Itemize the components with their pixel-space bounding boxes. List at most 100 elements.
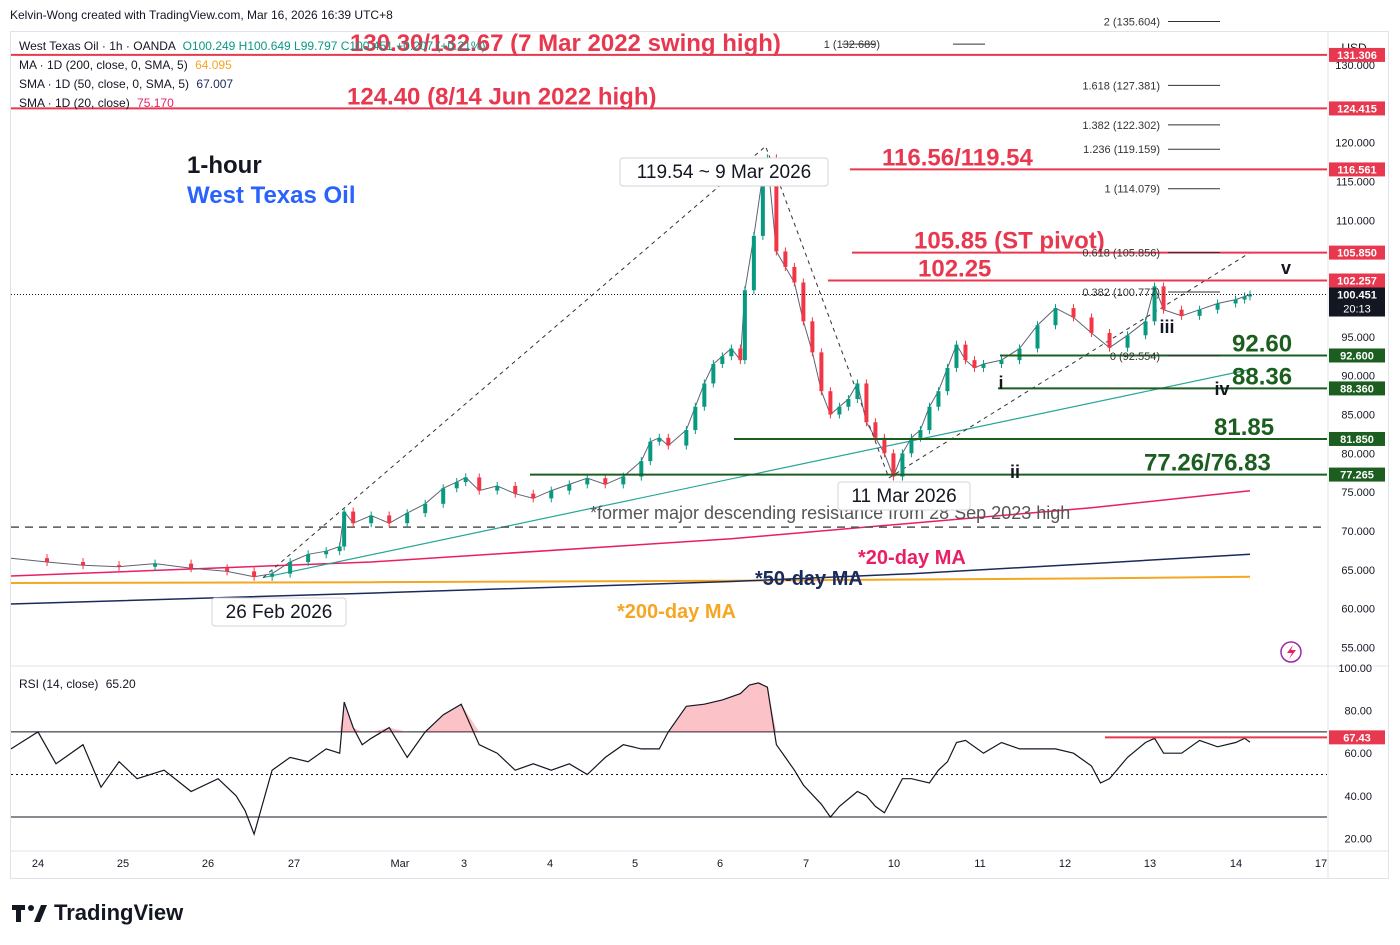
candle-body[interactable] [666,437,671,446]
candle-body[interactable] [819,352,824,392]
level-price-tag[interactable] [1329,245,1385,260]
candle-body[interactable] [1242,296,1247,300]
candle-body[interactable] [918,430,923,438]
candle-body[interactable] [792,266,797,283]
candle-body[interactable] [585,478,590,485]
candle-body[interactable] [702,383,707,407]
candle-body[interactable] [189,563,194,569]
candle-body[interactable] [252,571,257,577]
candle-body[interactable] [1107,332,1112,348]
ma50-line[interactable] [10,553,1251,605]
candle-body[interactable] [1089,317,1094,333]
level-price-tag[interactable] [1329,381,1385,396]
level-price-tag[interactable] [1329,467,1385,482]
candle-body[interactable] [369,515,374,524]
candle-body[interactable] [963,344,968,361]
candle-body[interactable] [864,383,869,423]
candle-body[interactable] [1233,299,1238,304]
candle-body[interactable] [567,484,572,491]
candle-body[interactable] [306,554,311,563]
rsi-line[interactable] [10,682,1251,837]
candle-body[interactable] [684,430,689,446]
candle-body[interactable] [1248,294,1252,297]
legend-sma50-row[interactable]: SMA · 1D (50, close, 0, SMA, 5) 67.007 [19,77,233,91]
candle-body[interactable] [751,235,756,291]
flash-icon[interactable] [1280,641,1302,663]
date-callout-box[interactable] [619,157,829,187]
candle-body[interactable] [954,344,959,368]
ascending-trendline[interactable] [262,368,1251,579]
candle-body[interactable] [828,391,833,415]
candle-body[interactable] [45,558,50,563]
candle-body[interactable] [1125,335,1130,348]
candle-body[interactable] [774,158,779,252]
candle-body[interactable] [1071,308,1076,318]
candle-body[interactable] [513,485,518,494]
legend-symbol[interactable]: West Texas Oil · 1h · OANDA [19,39,176,53]
candle-body[interactable] [621,476,626,485]
candle-body[interactable] [117,565,122,567]
candle-body[interactable] [1035,325,1040,349]
candle-body[interactable] [270,573,275,577]
candle-body[interactable] [477,477,482,491]
candle-body[interactable] [1215,303,1220,310]
date-callout-box[interactable] [211,597,347,627]
candle-body[interactable] [1017,348,1022,361]
candle-body[interactable] [81,562,86,566]
date-callout-box[interactable] [837,481,971,511]
candle-body[interactable] [981,364,986,368]
rsi-resistance-tag[interactable] [1329,730,1385,745]
rsi-legend-row[interactable]: RSI (14, close) 65.20 [19,677,136,691]
ma200-line[interactable] [10,575,1251,584]
candle-body[interactable] [936,391,941,407]
candle-body[interactable] [972,360,977,368]
candle-body[interactable] [1161,286,1166,310]
legend-ma200-row[interactable]: MA · 1D (200, close, 0, SMA, 5) 64.095 [19,58,232,72]
candle-body[interactable] [225,568,230,572]
candle-body[interactable] [900,453,905,477]
candle-body[interactable] [693,406,698,431]
candle-body[interactable] [495,485,500,491]
candle-body[interactable] [738,348,743,361]
candle-body[interactable] [531,493,536,499]
candle-body[interactable] [1179,309,1184,316]
candle-body[interactable] [387,515,392,524]
candle-body[interactable] [720,356,725,365]
candle-body[interactable] [873,422,878,438]
candle-body[interactable] [810,321,815,353]
candle-body[interactable] [1197,309,1202,316]
candle-body[interactable] [342,511,347,547]
candle-body[interactable] [1143,321,1148,336]
level-price-tag[interactable] [1329,162,1385,177]
candle-body[interactable] [882,437,887,454]
legend-sma20-row[interactable]: SMA · 1D (20, close) 75.170 [19,96,174,110]
candle-body[interactable] [1152,286,1157,322]
candle-body[interactable] [454,482,459,489]
ma20-line[interactable] [10,490,1251,577]
level-price-tag[interactable] [1329,431,1385,446]
candle-body[interactable] [801,282,806,322]
last-price-tag[interactable] [1329,286,1385,317]
candle-body[interactable] [783,251,788,267]
candle-body[interactable] [909,437,914,454]
candle-body[interactable] [405,513,410,524]
candle-body[interactable] [729,348,734,357]
candle-body[interactable] [549,490,554,499]
candle-body[interactable] [423,503,428,514]
level-price-tag[interactable] [1329,47,1385,62]
candle-body[interactable] [288,562,293,574]
candle-body[interactable] [742,290,747,361]
candle-body[interactable] [837,406,842,415]
candle-body[interactable] [648,441,653,462]
candle-body[interactable] [891,453,896,477]
candle-body[interactable] [927,406,932,431]
candle-body[interactable] [153,563,158,567]
candle-body[interactable] [603,478,608,485]
candle-body[interactable] [711,364,716,384]
candle-body[interactable] [463,477,468,483]
candle-body[interactable] [441,488,446,504]
level-price-tag[interactable] [1329,273,1385,288]
candle-body[interactable] [1053,308,1058,326]
level-price-tag[interactable] [1329,348,1385,363]
